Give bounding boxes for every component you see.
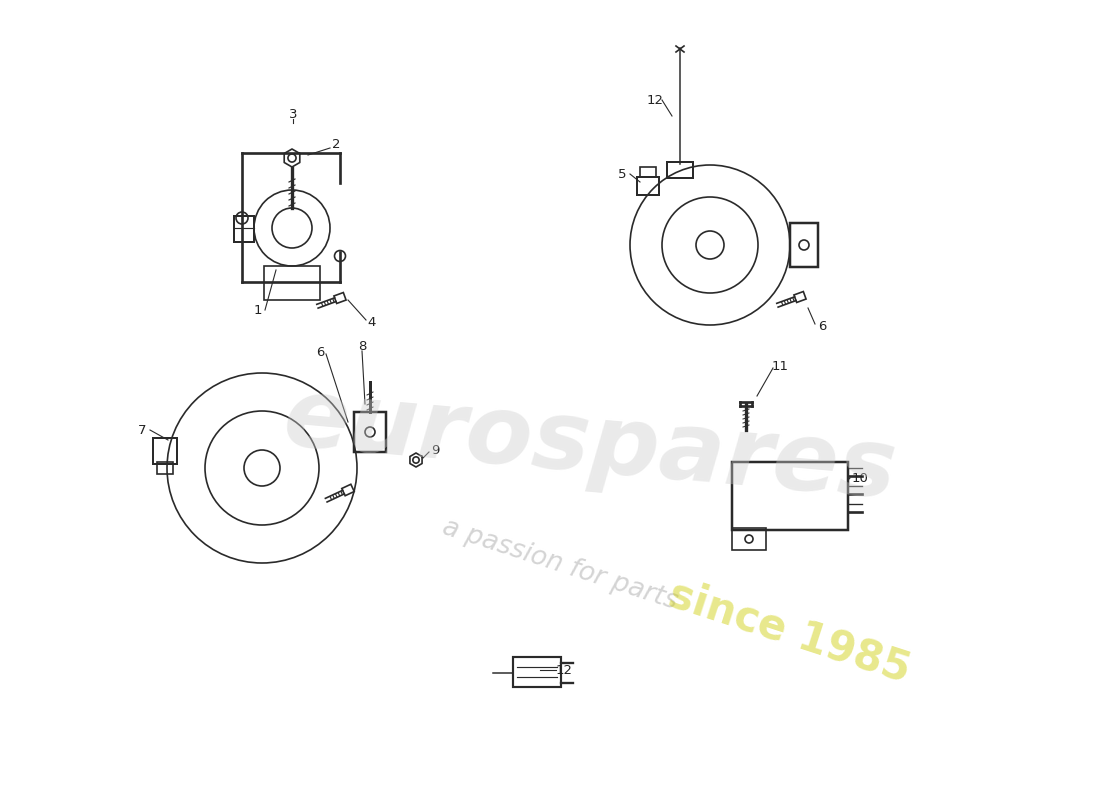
Text: 8: 8 <box>358 339 366 353</box>
Text: 12: 12 <box>647 94 663 106</box>
Text: a passion for parts: a passion for parts <box>439 514 681 615</box>
Text: 7: 7 <box>138 423 146 437</box>
Text: since 1985: since 1985 <box>663 573 916 691</box>
Text: 6: 6 <box>316 346 324 358</box>
Text: 2: 2 <box>332 138 340 151</box>
Text: 9: 9 <box>431 443 439 457</box>
Text: 4: 4 <box>367 315 376 329</box>
Text: 6: 6 <box>817 319 826 333</box>
Text: eurospares: eurospares <box>279 372 901 518</box>
Text: 12: 12 <box>556 663 572 677</box>
Text: 3: 3 <box>288 107 297 121</box>
Text: 5: 5 <box>618 167 626 181</box>
Text: 1: 1 <box>254 303 262 317</box>
Text: 11: 11 <box>771 359 789 373</box>
Text: 10: 10 <box>851 471 868 485</box>
